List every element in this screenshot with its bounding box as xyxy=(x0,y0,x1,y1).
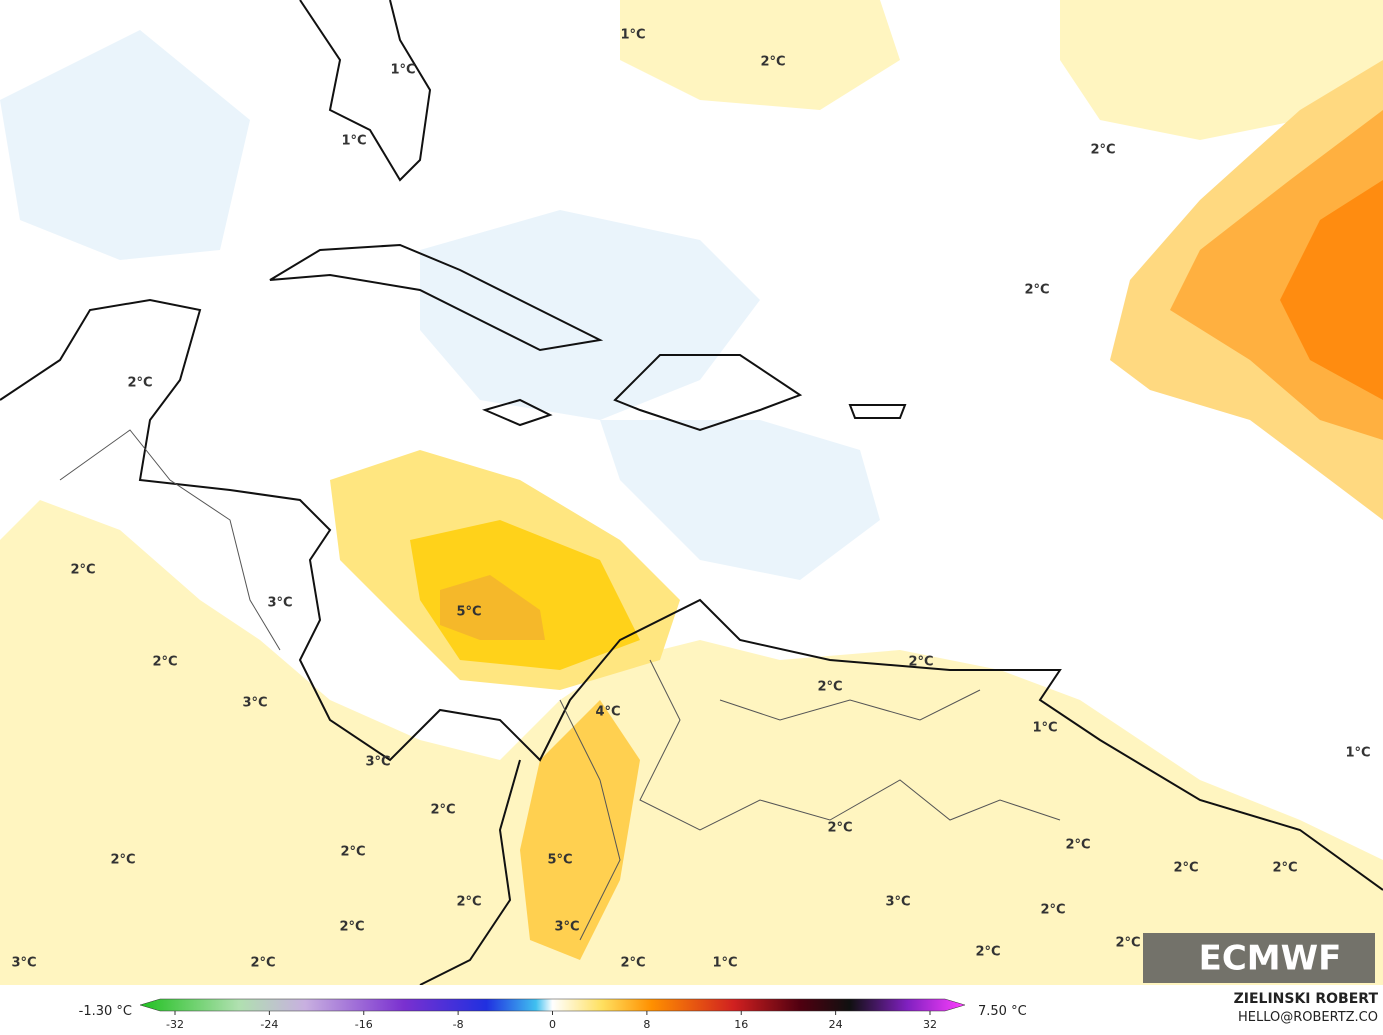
logo: ECMWF xyxy=(1199,939,1342,979)
contour-label: 1°C xyxy=(1345,746,1370,761)
contour-label: 2°C xyxy=(430,803,455,818)
colorbar xyxy=(139,998,966,1012)
contour-label: 1°C xyxy=(1032,721,1057,736)
contour-label: 2°C xyxy=(1024,283,1049,298)
contour-label: 2°C xyxy=(1090,143,1115,158)
colorbar-tick-label: -8 xyxy=(453,1018,464,1031)
contour-label: 2°C xyxy=(127,376,152,391)
contour-label: 4°C xyxy=(595,705,620,720)
author: ZIELINSKI ROBERT xyxy=(1234,991,1379,1007)
contour-label: 2°C xyxy=(1173,861,1198,876)
contour-label: 2°C xyxy=(1272,861,1297,876)
contour-label: 2°C xyxy=(152,655,177,670)
contour-label: 3°C xyxy=(267,596,292,611)
contour-label: 1°C xyxy=(712,956,737,971)
colorbar-tick-label: -16 xyxy=(355,1018,373,1031)
field xyxy=(0,0,1383,985)
contour-label: 2°C xyxy=(1065,838,1090,853)
colorbar-tick-label: 0 xyxy=(549,1018,556,1031)
contour-label: 5°C xyxy=(547,853,572,868)
contour-label: 2°C xyxy=(827,821,852,836)
colorbar-tick-label: 32 xyxy=(923,1018,937,1031)
contour-label: 2°C xyxy=(110,853,135,868)
contour-label: 2°C xyxy=(620,956,645,971)
contour-label: 3°C xyxy=(11,956,36,971)
contour-label: 3°C xyxy=(554,920,579,935)
coastlines xyxy=(0,0,1383,986)
contour-label: 3°C xyxy=(242,696,267,711)
contour-label: 5°C xyxy=(456,605,481,620)
colorbar-tick-label: 16 xyxy=(734,1018,748,1031)
contour-label: 2°C xyxy=(340,845,365,860)
contour-label: 3°C xyxy=(365,755,390,770)
contour-label: 3°C xyxy=(885,895,910,910)
logo-box xyxy=(1143,933,1375,983)
contour-label: 2°C xyxy=(760,55,785,70)
colorbar-tick-label: 24 xyxy=(829,1018,843,1031)
colorbar-max: 7.50 °C xyxy=(978,1004,1027,1019)
contact: HELLO@ROBERTZ.CO xyxy=(1238,1010,1378,1025)
contour-label: 2°C xyxy=(975,945,1000,960)
colorbar-tick-label: -32 xyxy=(166,1018,184,1031)
contour-label: 2°C xyxy=(1040,903,1065,918)
contour-label: 2°C xyxy=(456,895,481,910)
contour-label: 1°C xyxy=(341,134,366,149)
borders xyxy=(59,429,1061,941)
contour-label: 2°C xyxy=(1115,936,1140,951)
contour-label: 2°C xyxy=(817,680,842,695)
colorbar-min: -1.30 °C xyxy=(79,1004,132,1019)
contour-labels: 1°C 2°C 1°C 1°C 2°C 2°C 2°C 2°C 3°C 5°C 2°C 2°C 2°C 3… xyxy=(11,28,1370,971)
contour-label: 1°C xyxy=(620,28,645,43)
contour-label: 2°C xyxy=(339,920,364,935)
colorbar-tick-label: 8 xyxy=(643,1018,650,1031)
contour-label: 2°C xyxy=(70,563,95,578)
colorbar-tick-label: -24 xyxy=(260,1018,278,1031)
contour-label: 1°C xyxy=(390,63,415,78)
contour-label: 2°C xyxy=(250,956,275,971)
contour-label: 2°C xyxy=(908,655,933,670)
